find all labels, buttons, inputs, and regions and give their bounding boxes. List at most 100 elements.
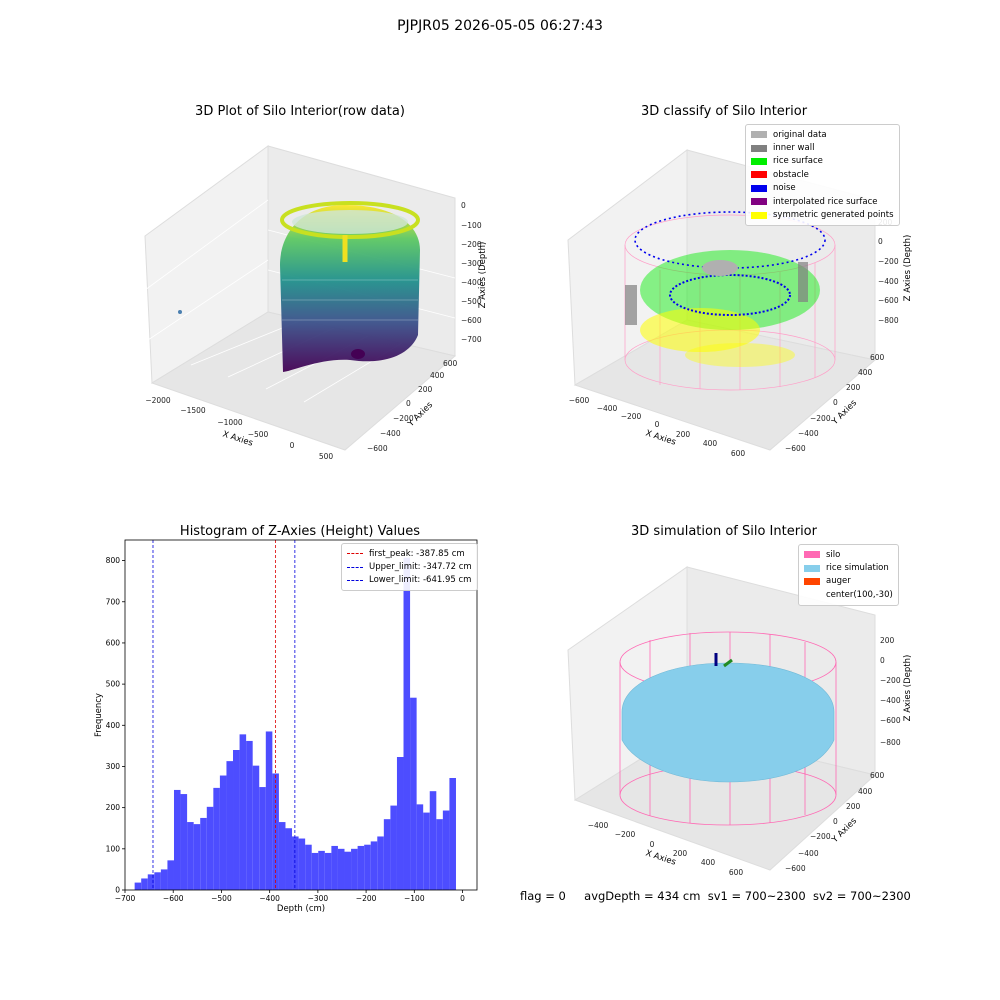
legend-swatch	[804, 564, 820, 572]
legend-label: interpolated rice surface	[773, 196, 878, 207]
histogram-bar	[167, 860, 174, 890]
histogram-bar	[141, 878, 148, 890]
svg-text:200: 200	[846, 383, 861, 392]
legend-label: Lower_limit: -641.95 cm	[369, 575, 472, 586]
y-tick-label: 600	[106, 638, 121, 647]
svg-text:−200: −200	[810, 414, 831, 423]
legend-swatch	[347, 579, 363, 581]
legend-label: obstacle	[773, 169, 809, 180]
x-tick-label: 0	[460, 894, 465, 903]
rice-simulation-surface	[621, 662, 835, 783]
svg-text:−200: −200	[880, 676, 901, 685]
svg-text:0: 0	[833, 398, 838, 407]
sv2-text: sv2 = 700~2300	[812, 889, 911, 903]
svg-text:600: 600	[731, 449, 746, 458]
svg-text:600: 600	[870, 353, 885, 362]
x-tick-label: −100	[404, 894, 425, 903]
x-tick-label: −500	[211, 894, 232, 903]
histogram-bar	[278, 822, 286, 890]
figure-title: PJPJR05 2026-05-05 06:27:43	[397, 18, 603, 34]
legend-swatch	[751, 184, 767, 192]
svg-text:−600: −600	[461, 316, 482, 325]
classify-3d-plot: 2000−200 −400−600−800 Z Axies (Depth) −6…	[567, 148, 913, 458]
svg-text:0: 0	[290, 441, 295, 450]
svg-text:0: 0	[655, 420, 660, 429]
svg-text:−1000: −1000	[217, 418, 243, 427]
legend-label: center(100,-30)	[826, 589, 893, 600]
classified-points	[625, 211, 826, 367]
histogram-bar	[206, 806, 214, 890]
histogram-bar	[285, 828, 293, 890]
histogram-bar	[318, 850, 325, 890]
histogram-bar	[436, 819, 443, 890]
histogram-bar	[449, 778, 456, 890]
svg-text:0: 0	[833, 817, 838, 826]
svg-text:−200: −200	[393, 414, 414, 423]
histogram-bar	[134, 882, 142, 890]
y-tick-label: 300	[106, 762, 121, 771]
legend-label: rice surface	[773, 156, 823, 167]
avg-depth-text: avgDepth = 434 cm	[584, 889, 701, 903]
svg-text:−600: −600	[785, 444, 806, 453]
svg-text:200: 200	[880, 636, 895, 645]
simulation-3d-plot: 2000−200 −400−600−800 Z Axies (Depth) −4…	[567, 566, 913, 877]
simulation-zlabel: Z Axies (Depth)	[903, 655, 913, 722]
x-tick-label: −300	[308, 894, 329, 903]
legend-label: rice simulation	[826, 563, 889, 574]
svg-text:−100: −100	[461, 221, 482, 230]
histogram-bar	[383, 819, 391, 890]
raw-point-cloud	[178, 201, 420, 372]
svg-text:600: 600	[870, 771, 885, 780]
y-tick-label: 0	[115, 886, 120, 895]
svg-text:−200: −200	[621, 412, 642, 421]
legend-label: silo	[826, 549, 841, 560]
histogram-bar	[187, 822, 194, 890]
svg-text:200: 200	[676, 430, 691, 439]
histogram-bar	[298, 838, 306, 890]
legend-swatch	[347, 566, 363, 568]
histogram-bar	[200, 817, 207, 890]
y-tick-label: 100	[106, 844, 121, 853]
svg-text:0: 0	[650, 840, 655, 849]
histogram-bar	[337, 848, 345, 890]
histogram-bar	[442, 810, 450, 890]
legend-item: inner wall	[751, 141, 894, 154]
histogram-bar	[173, 789, 181, 890]
legend-label: inner wall	[773, 143, 815, 154]
histogram-bar	[396, 757, 404, 890]
legend-item: auger	[804, 575, 893, 588]
histogram-bar	[213, 787, 220, 890]
legend-label: first_peak: -387.85 cm	[369, 548, 465, 559]
histogram-ylabel: Frequency	[94, 693, 104, 737]
histogram-legend: first_peak: -387.85 cm Upper_limit: -347.…	[341, 543, 478, 592]
svg-text:400: 400	[858, 787, 873, 796]
raw-plot-title: 3D Plot of Silo Interior(row data)	[195, 104, 405, 119]
histogram-bar	[160, 869, 168, 890]
y-tick-label: 200	[106, 803, 121, 812]
flag-text: flag = 0	[520, 889, 566, 903]
svg-text:500: 500	[319, 452, 334, 461]
svg-text:200: 200	[673, 849, 688, 858]
legend-item: rice simulation	[804, 561, 893, 574]
histogram-bar	[364, 844, 371, 890]
legend-item: obstacle	[751, 168, 894, 181]
svg-text:−1500: −1500	[180, 406, 206, 415]
histogram-bar	[416, 804, 424, 890]
svg-text:−600: −600	[569, 396, 590, 405]
svg-text:−700: −700	[461, 335, 482, 344]
histogram-bar	[252, 765, 260, 890]
histogram-bar	[246, 740, 253, 890]
histogram-bar	[154, 872, 161, 890]
histogram-bar	[377, 836, 384, 890]
raw-zlabel: Z Axies (Depth)	[478, 242, 488, 309]
legend-item: first_peak: -387.85 cm	[347, 547, 472, 560]
histogram-bar	[265, 731, 273, 890]
svg-text:−400: −400	[380, 429, 401, 438]
histogram-bar	[292, 836, 299, 890]
svg-text:−200: −200	[810, 832, 831, 841]
x-tick-label: −700	[115, 894, 136, 903]
svg-text:−200: −200	[461, 240, 482, 249]
histogram-bar	[357, 845, 365, 890]
legend-swatch	[751, 198, 767, 206]
svg-text:−300: −300	[461, 259, 482, 268]
